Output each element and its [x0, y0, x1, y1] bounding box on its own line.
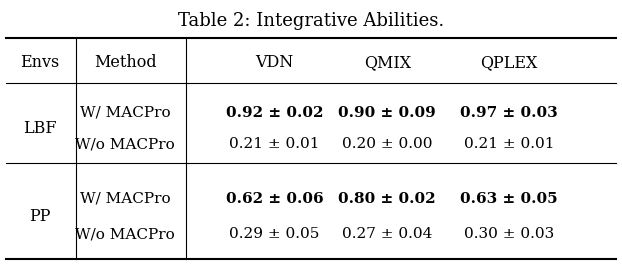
- Text: 0.21 ± 0.01: 0.21 ± 0.01: [464, 137, 554, 151]
- Text: 0.30 ± 0.03: 0.30 ± 0.03: [464, 227, 554, 241]
- Text: Envs: Envs: [20, 54, 59, 71]
- Text: 0.90 ± 0.09: 0.90 ± 0.09: [338, 106, 436, 120]
- Text: PP: PP: [29, 208, 50, 225]
- Text: QMIX: QMIX: [364, 54, 411, 71]
- Text: 0.20 ± 0.00: 0.20 ± 0.00: [342, 137, 432, 151]
- Text: 0.27 ± 0.04: 0.27 ± 0.04: [342, 227, 432, 241]
- Text: W/ MACPro: W/ MACPro: [80, 106, 170, 120]
- Text: Table 2: Integrative Abilities.: Table 2: Integrative Abilities.: [178, 12, 444, 30]
- Text: VDN: VDN: [255, 54, 294, 71]
- Text: 0.80 ± 0.02: 0.80 ± 0.02: [338, 191, 436, 205]
- Text: LBF: LBF: [23, 120, 57, 137]
- Text: 0.97 ± 0.03: 0.97 ± 0.03: [460, 106, 558, 120]
- Text: QPLEX: QPLEX: [480, 54, 538, 71]
- Text: W/o MACPro: W/o MACPro: [75, 137, 175, 151]
- Text: W/o MACPro: W/o MACPro: [75, 227, 175, 241]
- Text: 0.63 ± 0.05: 0.63 ± 0.05: [460, 191, 558, 205]
- Text: 0.21 ± 0.01: 0.21 ± 0.01: [229, 137, 320, 151]
- Text: 0.29 ± 0.05: 0.29 ± 0.05: [230, 227, 320, 241]
- Text: 0.92 ± 0.02: 0.92 ± 0.02: [226, 106, 323, 120]
- Text: 0.62 ± 0.06: 0.62 ± 0.06: [226, 191, 323, 205]
- Text: W/ MACPro: W/ MACPro: [80, 191, 170, 205]
- Text: Method: Method: [94, 54, 156, 71]
